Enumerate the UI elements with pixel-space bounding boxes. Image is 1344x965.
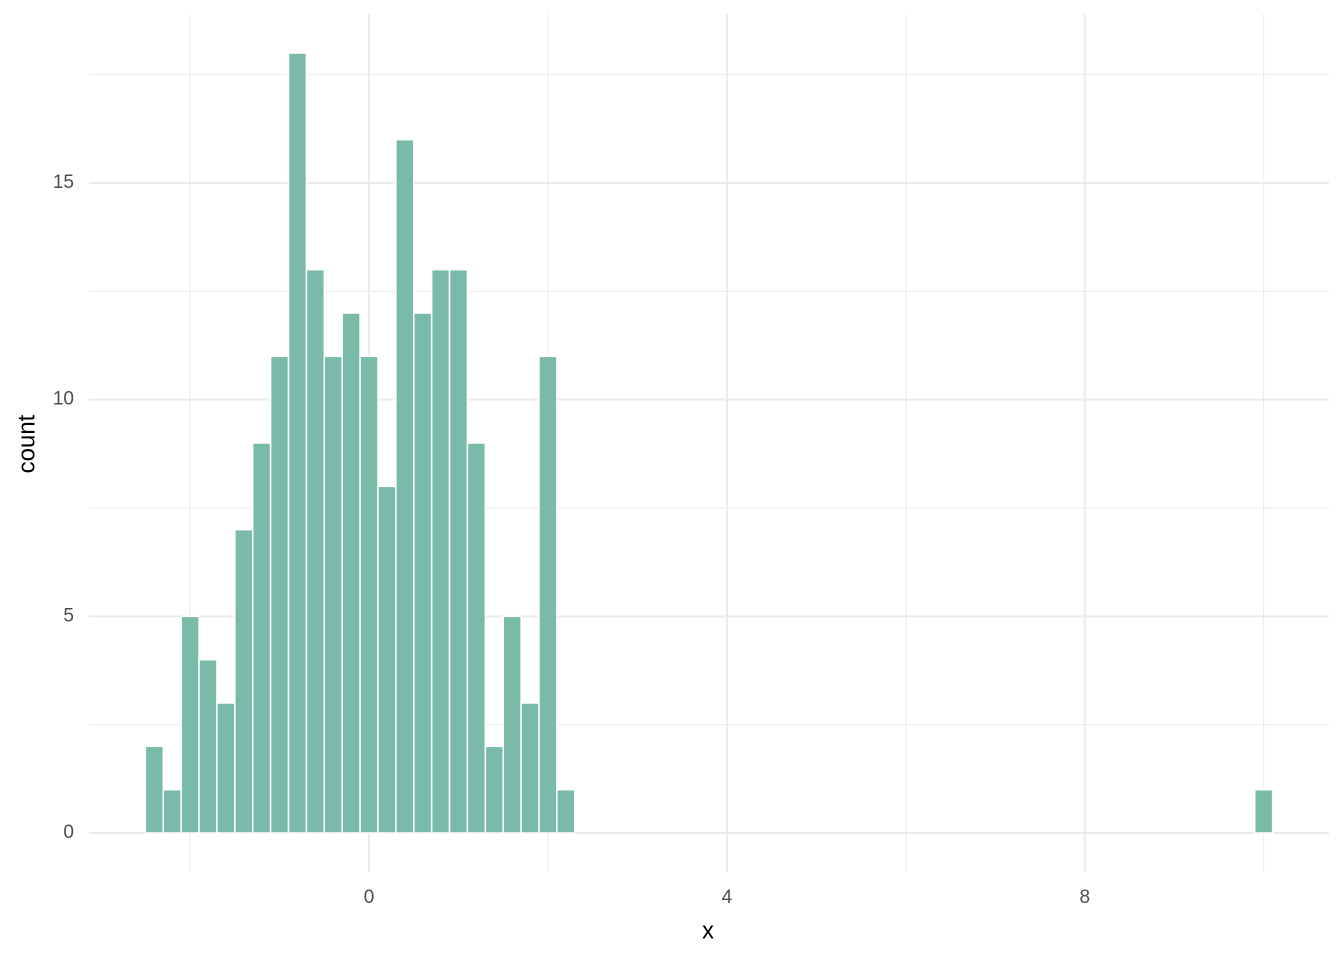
- bars: [144, 52, 1274, 834]
- bar: [520, 702, 540, 834]
- bar: [538, 355, 558, 834]
- x-tick-label: 8: [1079, 887, 1090, 908]
- bar: [216, 702, 236, 834]
- bar: [484, 745, 504, 834]
- y-tick-label: 0: [63, 822, 74, 843]
- bar: [305, 268, 326, 834]
- bar: [430, 268, 451, 834]
- x-axis-title: x: [702, 917, 714, 944]
- bar: [341, 312, 361, 834]
- x-tick-label: 4: [722, 887, 733, 908]
- bar: [395, 138, 415, 834]
- bar: [502, 615, 522, 834]
- bar: [269, 355, 290, 834]
- bar: [144, 745, 165, 834]
- y-tick-label: 15: [53, 172, 74, 193]
- ticks: 0 5 10 15 0 4 8: [53, 172, 1090, 908]
- bar: [466, 442, 487, 834]
- x-tick-label: 0: [364, 887, 375, 908]
- bar: [323, 355, 343, 834]
- bar: [448, 268, 469, 834]
- bar: [198, 658, 218, 834]
- bar: [234, 528, 254, 834]
- bar: [180, 615, 200, 834]
- bar: [413, 312, 433, 834]
- bar: [377, 485, 397, 834]
- bar: [251, 442, 272, 834]
- bar: [1253, 788, 1274, 834]
- bar: [162, 788, 182, 834]
- y-axis-title: count: [13, 414, 40, 473]
- bar: [359, 355, 379, 834]
- y-tick-label: 5: [63, 605, 74, 626]
- y-tick-label: 10: [53, 389, 74, 410]
- bar: [556, 788, 576, 834]
- bar: [287, 52, 308, 834]
